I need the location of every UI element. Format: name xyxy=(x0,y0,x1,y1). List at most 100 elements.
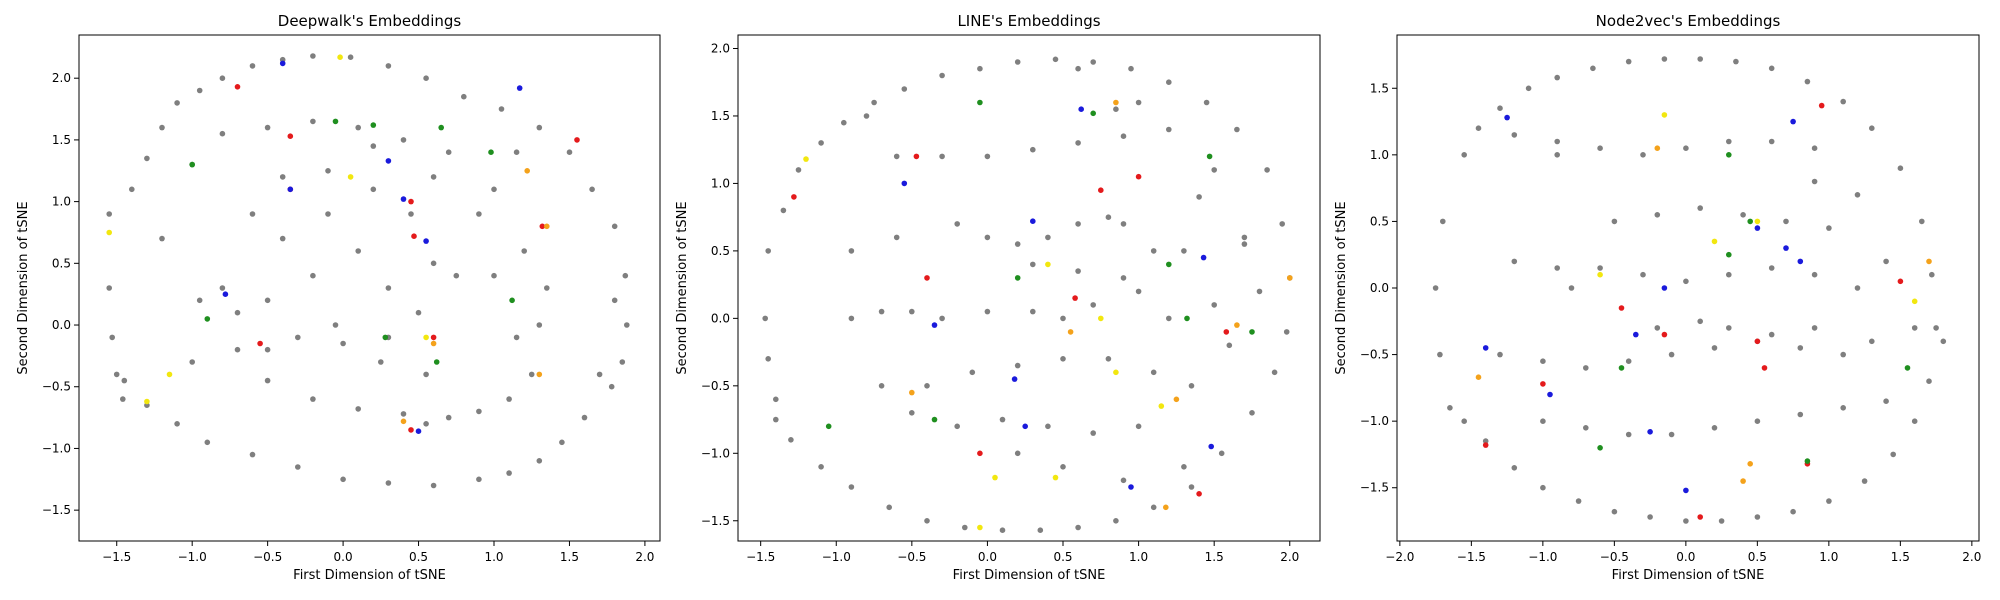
data-point-orange xyxy=(909,389,915,396)
data-point-green xyxy=(1090,110,1096,117)
data-point-green xyxy=(370,122,377,128)
data-point-gray xyxy=(355,124,362,131)
data-point-gray xyxy=(332,322,339,328)
x-tick-label: −0.5 xyxy=(253,550,282,564)
data-point-gray xyxy=(1554,152,1560,158)
data-point-gray xyxy=(1511,132,1518,138)
data-point-gray xyxy=(1120,133,1127,139)
data-point-gray xyxy=(1697,205,1703,211)
data-point-gray xyxy=(234,346,241,353)
data-point-yellow xyxy=(803,156,809,162)
data-point-gray xyxy=(109,334,115,341)
data-point-gray xyxy=(893,234,900,241)
data-point-gray xyxy=(544,285,550,291)
data-point-gray xyxy=(1797,411,1804,418)
x-tick-label: 1.0 xyxy=(484,550,503,564)
x-tick-label: 2.0 xyxy=(1962,550,1981,564)
data-point-gray xyxy=(893,153,900,160)
data-point-gray xyxy=(340,340,346,347)
data-point-gray xyxy=(1554,74,1560,81)
data-point-red xyxy=(287,133,294,139)
data-point-green xyxy=(1249,329,1255,335)
data-point-gray xyxy=(1911,418,1918,425)
data-point-gray xyxy=(219,130,226,137)
data-point-gray xyxy=(536,458,543,464)
data-point-gray xyxy=(1540,418,1546,425)
data-point-yellow xyxy=(1113,369,1119,376)
data-point-red xyxy=(1761,365,1768,371)
data-point-gray xyxy=(788,437,794,443)
data-point-gray xyxy=(1090,430,1096,436)
data-point-gray xyxy=(1940,338,1947,345)
data-point-gray xyxy=(430,260,437,267)
data-point-yellow xyxy=(1158,403,1165,409)
data-point-gray xyxy=(400,137,407,143)
data-point-gray xyxy=(1625,358,1632,365)
data-point-gray xyxy=(1883,398,1889,405)
data-point-gray xyxy=(378,359,384,365)
data-point-gray xyxy=(310,396,316,402)
data-point-gray xyxy=(1726,325,1732,331)
y-tick-label: 2.0 xyxy=(52,71,71,85)
data-point-orange xyxy=(524,168,530,174)
data-point-gray xyxy=(1150,248,1157,254)
data-point-gray xyxy=(818,140,824,146)
x-tick-label: 0.5 xyxy=(409,550,428,564)
data-point-gray xyxy=(174,421,180,427)
data-point-gray xyxy=(1014,450,1021,457)
data-point-gray xyxy=(1283,329,1290,335)
data-point-red xyxy=(234,84,241,90)
data-point-gray xyxy=(818,464,824,470)
data-point-gray xyxy=(1234,126,1240,133)
data-point-gray xyxy=(106,211,112,217)
data-point-yellow xyxy=(347,174,354,180)
data-point-gray xyxy=(1525,85,1532,92)
chart-title: Deepwalk's Embeddings xyxy=(278,12,462,30)
data-point-orange xyxy=(536,371,543,378)
data-point-gray xyxy=(624,322,630,328)
data-point-gray xyxy=(1625,58,1632,65)
data-point-gray xyxy=(773,396,779,403)
data-point-gray xyxy=(264,346,271,353)
data-point-gray xyxy=(1150,504,1157,511)
data-point-red xyxy=(1697,514,1703,520)
data-point-yellow xyxy=(1052,474,1059,481)
data-point-gray xyxy=(1754,514,1761,520)
data-point-red xyxy=(1196,491,1202,497)
y-tick-label: −0.5 xyxy=(1360,348,1389,362)
data-point-gray xyxy=(521,248,527,254)
data-point-gray xyxy=(1249,410,1255,416)
data-point-gray xyxy=(1683,278,1689,285)
data-point-gray xyxy=(1511,465,1518,471)
data-point-gray xyxy=(174,100,180,106)
data-point-gray xyxy=(1726,271,1732,278)
x-tick-label: −1.5 xyxy=(1457,550,1486,564)
data-point-gray xyxy=(1683,145,1689,151)
data-point-yellow xyxy=(423,334,429,341)
data-point-gray xyxy=(1740,212,1746,218)
data-point-gray xyxy=(795,167,802,173)
data-point-gray xyxy=(780,207,787,214)
data-point-gray xyxy=(1271,369,1278,376)
data-point-red xyxy=(408,198,414,205)
data-point-red xyxy=(977,450,983,457)
data-point-red xyxy=(1482,442,1489,448)
data-point-gray xyxy=(513,149,520,155)
data-point-gray xyxy=(1113,106,1119,112)
data-point-gray xyxy=(1854,192,1861,198)
ticks-layer: −2.0 −1.5 −1.0 −0.5 0.0 0.5 1.0 1.5 2.0 −1.5 −1.0 −… xyxy=(1360,81,1982,564)
data-point-gray xyxy=(878,383,885,389)
y-axis-label: Second Dimension of tSNE xyxy=(675,201,690,374)
data-point-gray xyxy=(400,411,407,417)
data-point-yellow xyxy=(1098,315,1104,322)
data-point-orange xyxy=(1475,374,1482,381)
data-point-gray xyxy=(340,476,346,483)
data-point-blue xyxy=(423,238,429,244)
data-point-red xyxy=(574,137,580,143)
data-point-red xyxy=(257,340,263,347)
data-point-green xyxy=(1804,458,1811,464)
data-point-green xyxy=(1726,251,1732,258)
data-point-gray xyxy=(909,308,915,315)
data-point-yellow xyxy=(1911,298,1918,305)
data-point-gray xyxy=(924,383,930,389)
